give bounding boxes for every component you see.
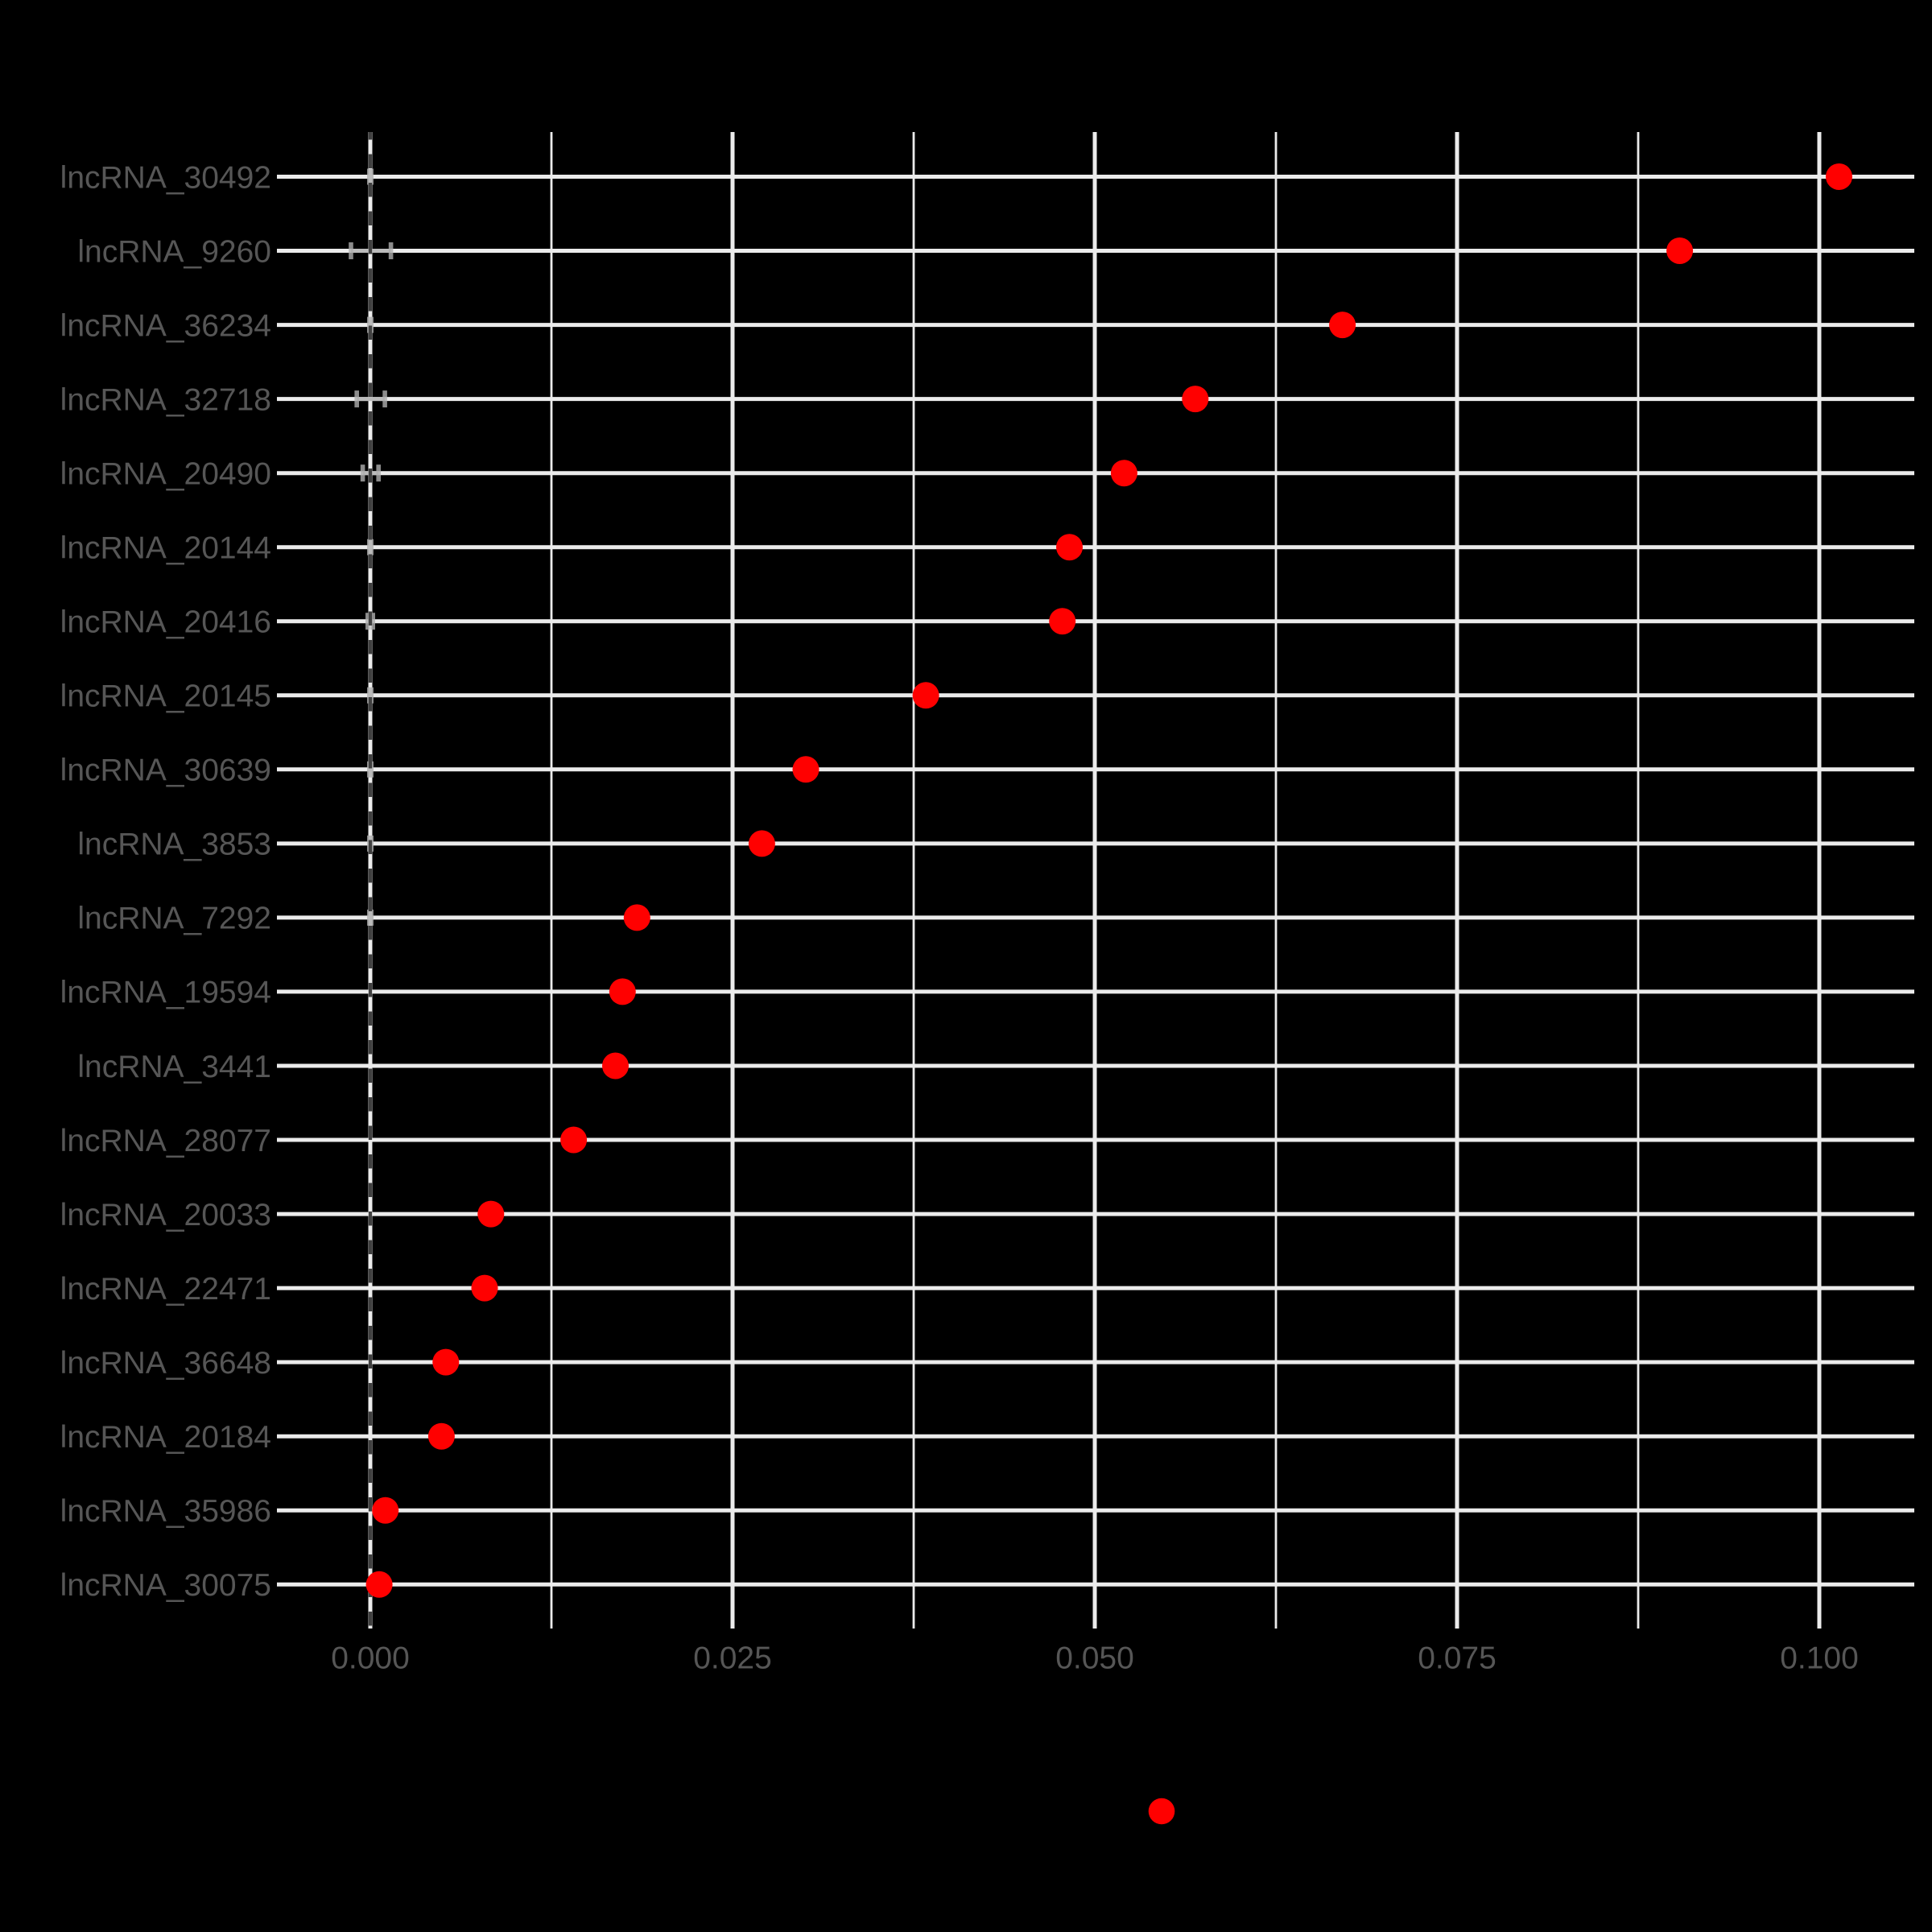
svg-text:lncRNA_35986: lncRNA_35986 [60,1494,271,1529]
svg-text:lncRNA_36234: lncRNA_36234 [60,308,271,343]
svg-text:lncRNA_20490: lncRNA_20490 [60,457,271,492]
svg-text:lncRNA_30075: lncRNA_30075 [60,1568,271,1603]
svg-text:lncRNA_28077: lncRNA_28077 [60,1124,271,1158]
svg-text:lncRNA_30639: lncRNA_30639 [60,753,271,788]
svg-text:lncRNA_20184: lncRNA_20184 [60,1420,271,1455]
svg-text:0.025: 0.025 [693,1641,772,1675]
svg-text:0.000: 0.000 [331,1641,410,1675]
svg-text:lncRNA_7292: lncRNA_7292 [77,902,271,936]
svg-text:lncRNA_22471: lncRNA_22471 [60,1272,271,1307]
svg-text:lncRNA_9260: lncRNA_9260 [77,234,271,269]
svg-text:lncRNA_20033: lncRNA_20033 [60,1198,271,1232]
svg-text:lncRNA_32718: lncRNA_32718 [60,382,271,417]
svg-text:lncRNA_3441: lncRNA_3441 [77,1050,271,1084]
svg-text:lncRNA_30492: lncRNA_30492 [60,160,271,195]
svg-text:0.100: 0.100 [1780,1641,1859,1675]
svg-text:0.050: 0.050 [1055,1641,1134,1675]
svg-text:lncRNA_20416: lncRNA_20416 [60,605,271,640]
svg-text:0.075: 0.075 [1418,1641,1496,1675]
svg-text:lncRNA_36648: lncRNA_36648 [60,1346,271,1381]
svg-text:lncRNA_3853: lncRNA_3853 [77,828,271,862]
svg-text:lncRNA_20144: lncRNA_20144 [60,531,271,566]
svg-text:lncRNA_20145: lncRNA_20145 [60,679,271,714]
svg-text:lncRNA_19594: lncRNA_19594 [60,976,271,1010]
